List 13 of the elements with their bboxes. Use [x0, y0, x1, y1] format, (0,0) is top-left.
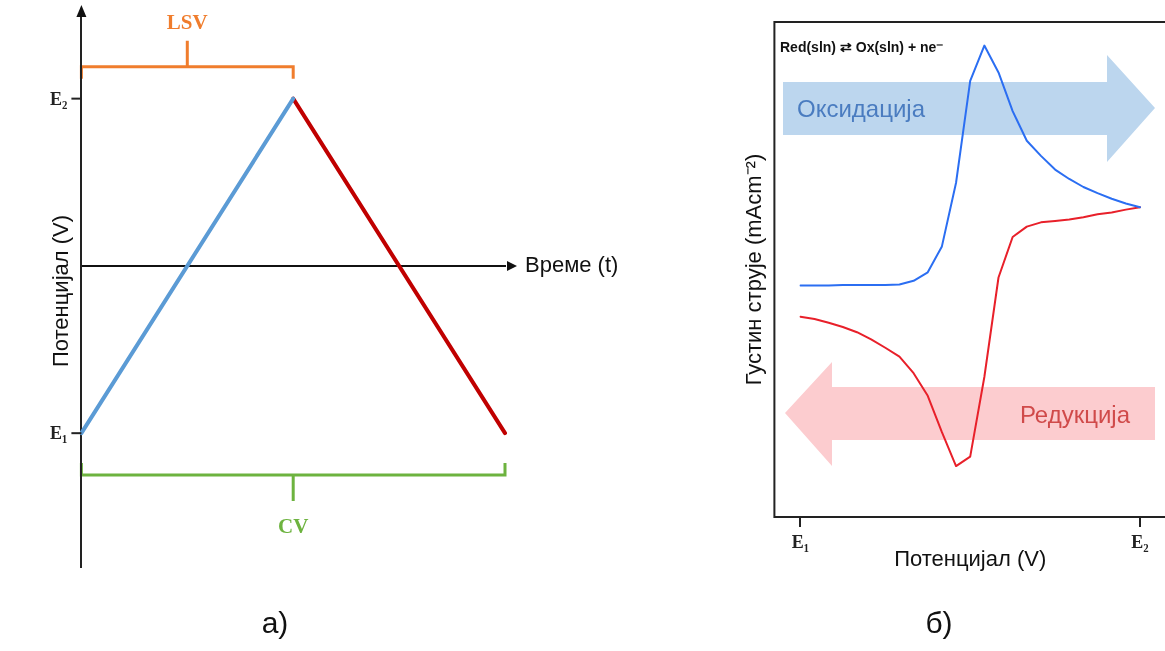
text: E₁: [49, 423, 68, 444]
y-axis-title: Густин струје (mAcm⁻²): [741, 153, 767, 386]
x-axis-title: Време (t): [525, 251, 619, 277]
text: CV: [278, 514, 309, 538]
text: а): [261, 606, 289, 640]
text: б): [925, 606, 953, 640]
annotation: Red(sln) ⇄ Ox(sln) + ne⁻: [780, 39, 944, 55]
text: E₂: [49, 88, 68, 109]
x-axis-title: Потенцијал (V): [894, 545, 1047, 571]
y-axis-title: Потенцијал (V): [48, 214, 74, 368]
annotation: Оксидација: [797, 95, 926, 122]
text: LSV: [166, 9, 208, 34]
annotation: Редукција: [1019, 401, 1131, 428]
